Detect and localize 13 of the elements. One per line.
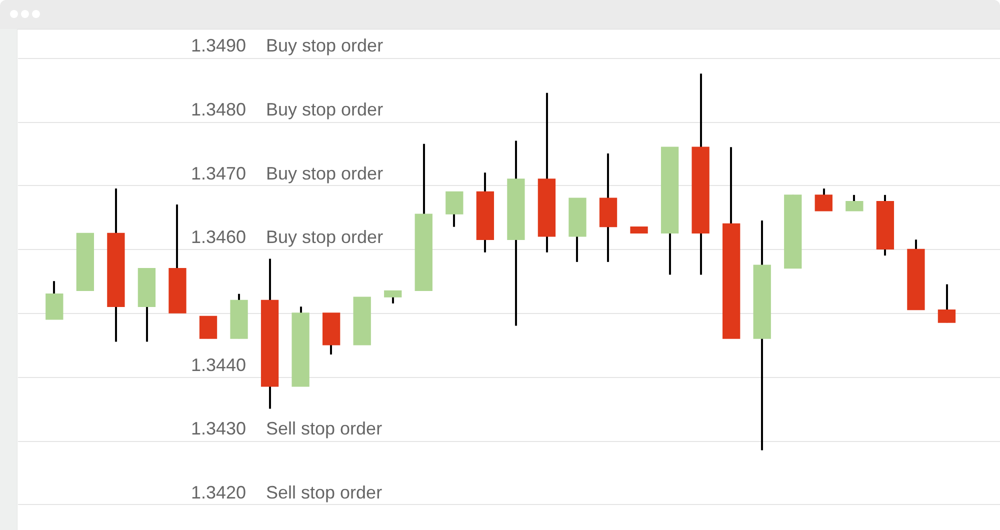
ref-line-label: Buy stop order [266, 36, 384, 56]
ref-line-label: Sell stop order [266, 482, 382, 502]
ref-line-label: Buy stop order [266, 163, 384, 184]
y-tick-label: 1.3460 [190, 227, 246, 248]
ref-line-label: Sell stop order [266, 418, 382, 439]
ref-line-label: Buy stop order [266, 227, 384, 248]
y-tick-label: 1.3480 [190, 100, 246, 120]
y-tick-label: 1.3430 [190, 418, 246, 439]
y-tick-label: 1.3470 [190, 163, 246, 184]
ref-line-label: Buy stop order [266, 100, 384, 120]
y-tick-label: 1.3420 [190, 482, 246, 502]
y-tick-label: 1.3490 [190, 36, 246, 56]
y-tick-label: 1.3440 [190, 354, 246, 375]
